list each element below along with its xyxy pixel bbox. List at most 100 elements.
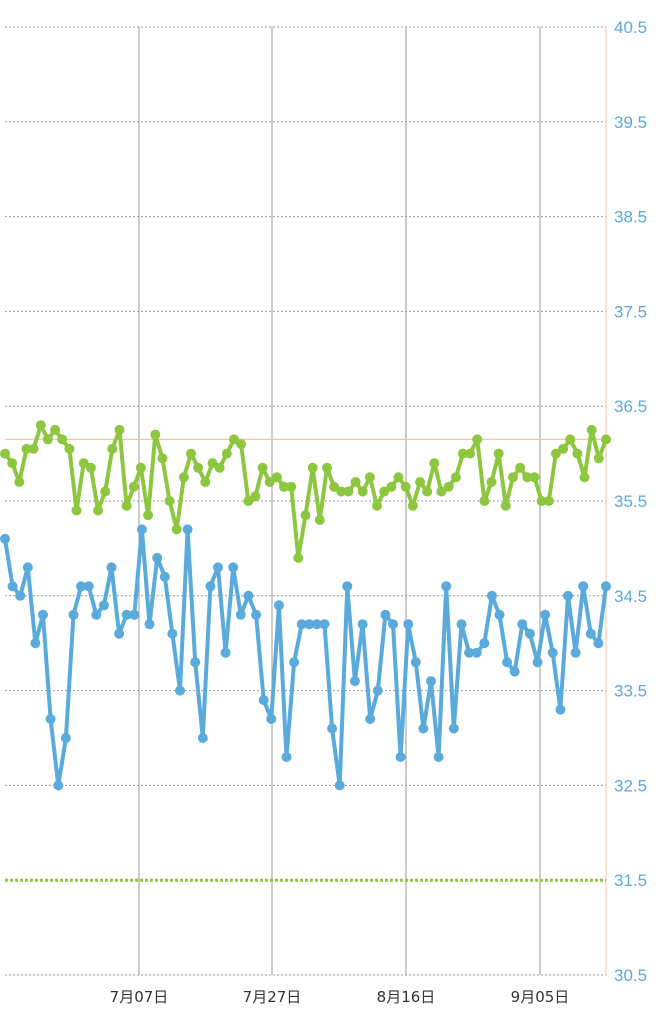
y-tick-label: 33.5 — [614, 682, 647, 701]
series-2-point — [213, 562, 223, 573]
series-1-point — [450, 472, 461, 483]
series-2-point — [30, 638, 41, 649]
series-1-point — [500, 500, 511, 511]
series-2-point — [327, 723, 338, 734]
y-tick-label: 37.5 — [614, 302, 647, 321]
series-2-point — [456, 619, 467, 630]
y-tick-label: 39.5 — [614, 113, 647, 132]
series-2-point — [7, 581, 18, 592]
series-1-point — [529, 472, 540, 483]
series-2-point — [190, 657, 201, 668]
series-2-point — [517, 619, 528, 630]
series-1-point — [479, 496, 490, 506]
series-1-point — [50, 424, 61, 435]
series-2-point — [593, 638, 604, 649]
series-2-point — [281, 752, 292, 762]
series-1-point — [364, 472, 375, 483]
x-tick-label: 9月05日 — [511, 988, 570, 1006]
series-1-point — [257, 462, 268, 473]
x-tick-label: 7月27日 — [243, 988, 302, 1006]
series-1-point — [250, 491, 261, 502]
series-1-point — [21, 443, 32, 454]
series-2-point — [38, 609, 48, 620]
series-2-point — [601, 581, 611, 592]
series-1-point — [515, 462, 526, 473]
series-1-point — [0, 448, 10, 459]
series-2-point — [121, 609, 132, 620]
series-2-point — [83, 581, 94, 592]
y-tick-label: 34.5 — [614, 587, 647, 606]
series-1-point — [107, 443, 118, 454]
y-axis-ticks: 30.5 31.5 32.5 33.5 34.5 35.5 36.5 37.5 38.5 39.5… — [614, 18, 647, 985]
series-2-point — [403, 619, 414, 630]
series-1-point — [415, 477, 425, 487]
series-2-point — [60, 733, 71, 743]
series-1-point — [171, 524, 182, 535]
series-2-point — [448, 723, 459, 734]
series-1-point — [522, 472, 533, 483]
series-1-point — [243, 496, 254, 506]
series-1-point — [357, 486, 368, 497]
series-2-point — [45, 714, 56, 724]
series-2-point — [0, 533, 10, 544]
series-1-point — [472, 434, 483, 445]
series-2-point — [349, 676, 360, 687]
series-2-point — [296, 619, 307, 630]
series-2-point — [365, 714, 376, 724]
x-tick-label: 7月07日 — [110, 988, 169, 1006]
series-2-point — [578, 581, 589, 592]
series-2-point — [159, 571, 170, 582]
series-1-point — [200, 477, 211, 487]
series-layer — [0, 420, 611, 791]
series-1-point — [42, 434, 53, 445]
series-1-point — [64, 443, 75, 454]
series-2-point — [167, 628, 178, 639]
series-line-2 — [3, 527, 608, 788]
y-tick-label: 31.5 — [614, 871, 647, 890]
series-1-point — [400, 481, 411, 492]
y-tick-label: 40.5 — [614, 18, 647, 37]
series-1-point — [565, 434, 576, 445]
series-1-point — [71, 505, 82, 516]
series-1-point — [436, 486, 447, 497]
series-1-point — [286, 481, 297, 492]
series-2-point — [182, 524, 193, 535]
series-1-point — [536, 496, 547, 506]
series-1-point — [14, 477, 25, 487]
series-1-point — [386, 481, 397, 492]
series-2-point — [464, 647, 475, 658]
series-1-point — [229, 434, 239, 445]
series-1-point — [293, 552, 304, 563]
series-2-point — [342, 581, 353, 592]
series-1-point — [493, 448, 504, 459]
series-2-point — [547, 647, 558, 658]
series-1-point — [193, 462, 204, 473]
series-1-point — [264, 477, 275, 487]
series-2-point — [76, 581, 87, 592]
series-1-point — [28, 443, 39, 454]
series-2-point — [289, 657, 300, 668]
series-1-point — [379, 486, 390, 497]
series-2-point — [243, 590, 254, 601]
series-1-point — [593, 453, 604, 464]
series-2-point — [532, 657, 543, 668]
series-1-point — [78, 458, 89, 469]
series-2-point — [106, 562, 117, 573]
series-1-point — [135, 462, 146, 473]
series-1-point — [508, 472, 518, 483]
series-2-point — [509, 666, 520, 677]
series-2-point — [15, 590, 26, 601]
series-2-point — [129, 609, 140, 620]
series-2-point — [152, 552, 163, 563]
series-1-point — [457, 448, 468, 459]
series-2-point — [410, 657, 421, 668]
series-2-point — [304, 619, 315, 630]
series-1-point — [429, 458, 440, 469]
horizontal-gridlines — [5, 26, 607, 976]
series-1-point — [35, 420, 46, 431]
series-1-point — [601, 434, 611, 445]
x-axis-ticks: 7月07日 7月27日 8月16日 9月05日 — [110, 988, 570, 1006]
series-1-point — [186, 448, 196, 459]
series-2-point — [266, 714, 277, 724]
